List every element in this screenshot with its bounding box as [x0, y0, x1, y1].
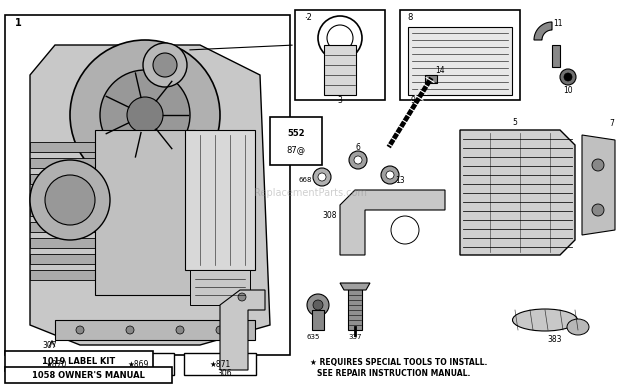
Text: 635: 635	[306, 334, 320, 340]
Polygon shape	[460, 130, 575, 255]
Circle shape	[126, 326, 134, 334]
Bar	[408, 27, 512, 95]
Text: 306: 306	[218, 368, 232, 378]
Bar	[295, 10, 385, 100]
Text: 1019 LABEL KIT: 1019 LABEL KIT	[42, 357, 115, 365]
Text: 552: 552	[287, 129, 305, 137]
Circle shape	[318, 173, 326, 181]
Polygon shape	[30, 270, 95, 280]
Bar	[312, 310, 324, 330]
Circle shape	[70, 40, 220, 190]
Polygon shape	[30, 45, 270, 345]
Text: 3: 3	[337, 95, 342, 104]
Polygon shape	[30, 190, 95, 200]
Circle shape	[45, 175, 95, 225]
Bar	[425, 75, 437, 83]
Circle shape	[349, 151, 367, 169]
Circle shape	[216, 326, 224, 334]
Circle shape	[313, 168, 331, 186]
Bar	[184, 353, 256, 375]
Circle shape	[386, 171, 394, 179]
Bar	[270, 117, 322, 165]
Text: 14: 14	[435, 65, 445, 75]
Polygon shape	[30, 238, 95, 248]
Bar	[348, 285, 362, 330]
Circle shape	[153, 53, 177, 77]
Text: 308: 308	[323, 211, 337, 219]
Text: 383: 383	[547, 335, 562, 345]
Polygon shape	[30, 254, 95, 264]
Circle shape	[176, 326, 184, 334]
Text: 6: 6	[355, 142, 360, 152]
Text: 307: 307	[42, 340, 56, 350]
Polygon shape	[30, 222, 95, 232]
Polygon shape	[340, 190, 445, 255]
Text: 9: 9	[410, 95, 415, 104]
Polygon shape	[220, 290, 265, 370]
Polygon shape	[340, 283, 370, 290]
Bar	[185, 130, 255, 270]
Circle shape	[30, 160, 110, 240]
Circle shape	[592, 204, 604, 216]
Polygon shape	[30, 142, 95, 152]
Text: 11: 11	[553, 18, 563, 27]
Circle shape	[381, 166, 399, 184]
Circle shape	[307, 294, 329, 316]
Text: SEE REPAIR INSTRUCTION MANUAL.: SEE REPAIR INSTRUCTION MANUAL.	[317, 370, 471, 378]
Text: ★870: ★870	[45, 360, 67, 368]
Polygon shape	[30, 206, 95, 216]
Text: 668: 668	[298, 177, 312, 183]
Polygon shape	[582, 135, 615, 235]
Bar	[552, 45, 560, 67]
Bar	[5, 367, 172, 383]
Circle shape	[100, 70, 190, 160]
Ellipse shape	[567, 319, 589, 335]
Circle shape	[592, 159, 604, 171]
Circle shape	[391, 216, 419, 244]
Text: ⋅2: ⋅2	[304, 12, 312, 22]
Text: 87@: 87@	[286, 146, 306, 154]
Ellipse shape	[513, 309, 577, 331]
Text: 13: 13	[395, 176, 405, 184]
Text: 7: 7	[609, 119, 614, 127]
Circle shape	[354, 156, 362, 164]
Bar	[55, 320, 255, 340]
Circle shape	[76, 326, 84, 334]
Text: ★ REQUIRES SPECIAL TOOLS TO INSTALL.: ★ REQUIRES SPECIAL TOOLS TO INSTALL.	[310, 358, 487, 368]
Text: 8: 8	[407, 12, 413, 22]
Text: 1: 1	[15, 18, 21, 28]
Circle shape	[560, 69, 576, 85]
Bar	[400, 10, 520, 100]
Text: 10: 10	[563, 85, 573, 94]
Polygon shape	[30, 174, 95, 184]
Text: ReplacementParts.com: ReplacementParts.com	[254, 188, 366, 198]
Circle shape	[143, 43, 187, 87]
Bar	[102, 353, 174, 375]
Polygon shape	[30, 158, 95, 168]
Bar	[20, 353, 92, 375]
Bar	[5, 351, 153, 371]
Bar	[5, 15, 290, 355]
Text: ★871: ★871	[210, 360, 231, 368]
Text: 5: 5	[513, 117, 518, 127]
Bar	[95, 130, 195, 295]
Text: 337: 337	[348, 334, 361, 340]
Text: ★869: ★869	[127, 360, 149, 368]
Circle shape	[313, 300, 323, 310]
Polygon shape	[534, 22, 552, 40]
Circle shape	[564, 73, 572, 81]
Circle shape	[238, 293, 246, 301]
Text: 1058 OWNER'S MANUAL: 1058 OWNER'S MANUAL	[32, 370, 144, 380]
Bar	[324, 45, 356, 95]
Circle shape	[127, 97, 163, 133]
Bar	[190, 270, 250, 305]
